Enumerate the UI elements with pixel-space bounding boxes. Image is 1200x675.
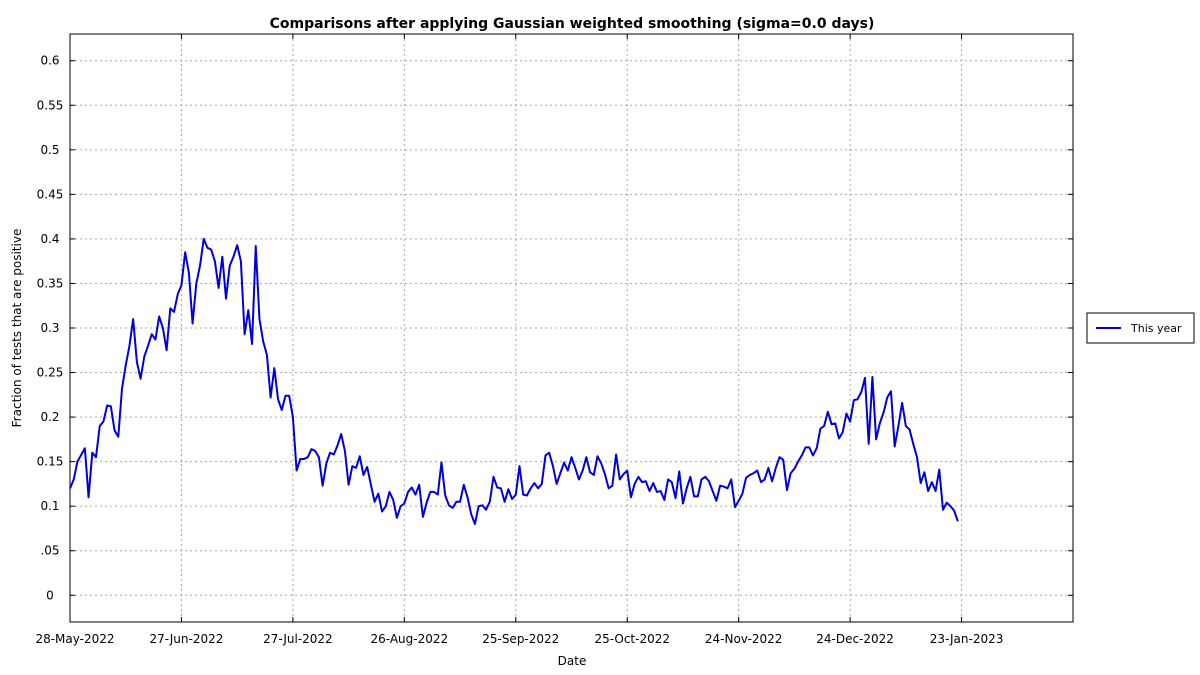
- x-tick-label: 24-Dec-2022: [816, 632, 894, 646]
- x-tick-label: 25-Oct-2022: [594, 632, 670, 646]
- x-tick-label: 25-Sep-2022: [482, 632, 559, 646]
- y-axis-ticks: 0 .05 0.1 0.15 0.2 0.25 0.3 0.35 0.4 0.45 0.5 0.55 0…: [37, 54, 1073, 602]
- x-tick-label: 27-Jun-2022: [149, 632, 223, 646]
- y-tick-label: 0.5: [40, 143, 59, 157]
- x-axis-ticks: 28-May-2022 27-Jun-2022 27-Jul-2022 26-Aug-…: [35, 34, 1003, 646]
- series-line-this-year: [69, 237, 959, 525]
- x-axis-label: Date: [558, 654, 587, 668]
- x-tick-label: 26-Aug-2022: [371, 632, 449, 646]
- grid: [69, 34, 1073, 622]
- x-tick-label: 27-Jul-2022: [263, 632, 333, 646]
- y-tick-label: 0.3: [40, 321, 59, 335]
- y-tick-label: .05: [40, 544, 59, 558]
- y-tick-label: 0: [46, 588, 54, 602]
- y-tick-label: 0.45: [37, 187, 64, 201]
- x-tick-label: 28-May-2022: [35, 632, 114, 646]
- y-tick-label: 0.15: [37, 455, 64, 469]
- series-layer: [69, 237, 959, 525]
- x-tick-label: 24-Nov-2022: [705, 632, 783, 646]
- y-tick-label: 0.1: [40, 499, 59, 513]
- legend-entry-label: This year: [1130, 322, 1182, 335]
- y-tick-label: 0.4: [40, 232, 59, 246]
- y-axis-label: Fraction of tests that are positive: [10, 229, 24, 428]
- y-tick-label: 0.35: [37, 276, 64, 290]
- y-tick-label: 0.55: [37, 98, 64, 112]
- x-tick-label: 23-Jan-2023: [930, 632, 1004, 646]
- y-tick-label: 0.6: [40, 54, 59, 68]
- y-tick-label: 0.25: [37, 366, 64, 380]
- y-tick-label: 0.2: [40, 410, 59, 424]
- chart-title: Comparisons after applying Gaussian weig…: [270, 16, 875, 32]
- legend: This year: [1086, 312, 1195, 344]
